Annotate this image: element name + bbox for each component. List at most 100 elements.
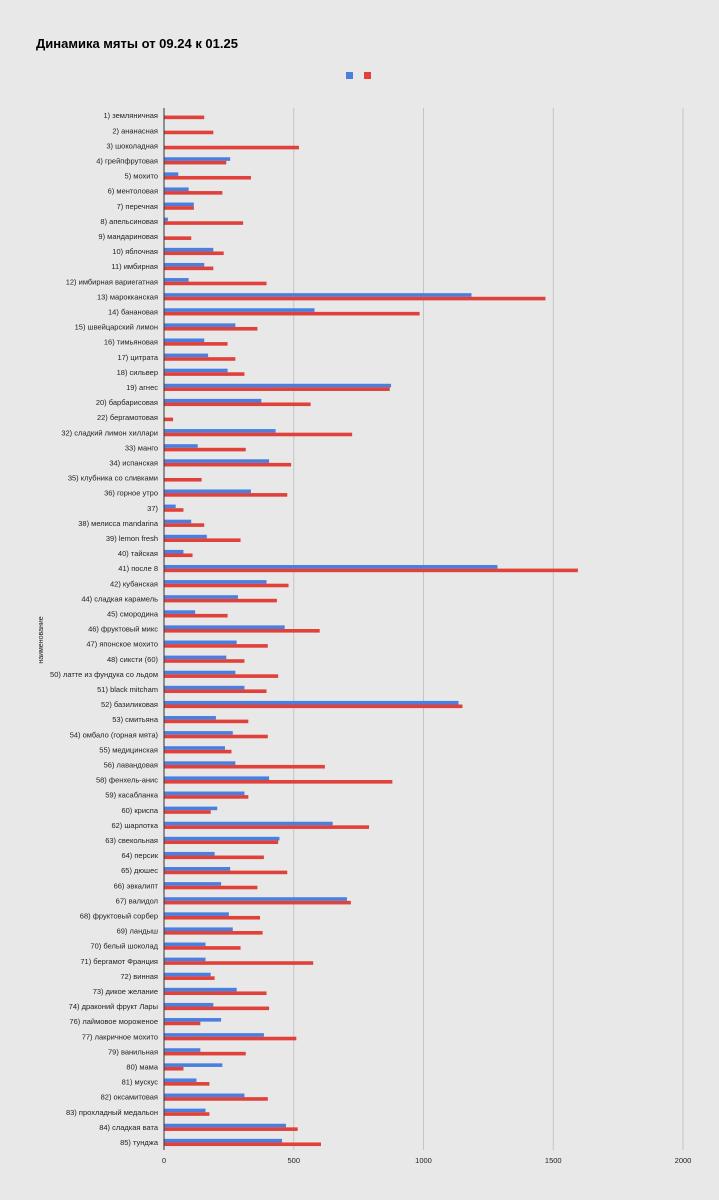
bar-series-2 [164, 961, 314, 965]
bar-series-2 [164, 764, 325, 769]
bar-series-1 [164, 383, 392, 388]
bar-series-1 [164, 685, 245, 690]
bar-series-1 [164, 1002, 214, 1007]
category-label: 85) тунджа [120, 1138, 159, 1147]
category-label: 58) фенхель-анис [96, 776, 158, 785]
bar-series-2 [164, 342, 228, 346]
bar-series-1 [164, 882, 222, 886]
category-label: 69) ландыш [117, 927, 158, 936]
category-label: 77) лакричное мохито [82, 1032, 158, 1041]
bar-series-1 [164, 957, 206, 962]
category-label: 82) оксамитовая [101, 1093, 158, 1102]
bar-series-2 [164, 915, 261, 920]
bar-series-2 [164, 598, 277, 603]
category-label: 38) мелисса mandarina [78, 519, 159, 528]
bar-series-1 [164, 927, 233, 932]
category-label: 46) фруктовый микс [88, 625, 158, 634]
category-label: 4) грейпфрутовая [96, 156, 158, 165]
bar-series-1 [164, 1063, 223, 1067]
category-label: 83) прохладный медальон [66, 1108, 158, 1117]
category-label: 45) смородина [107, 609, 159, 618]
bar-series-2 [164, 629, 320, 633]
bar-series-2 [164, 387, 390, 391]
bar-series-2 [164, 311, 420, 316]
bar-series-2 [164, 236, 192, 240]
bar-series-1 [164, 202, 194, 207]
x-tick-label: 500 [287, 1156, 300, 1165]
bar-series-1 [164, 1138, 283, 1143]
bar-series-2 [164, 538, 241, 542]
x-tick-label: 1000 [415, 1156, 432, 1165]
bar-series-1 [164, 580, 267, 584]
bar-series-2 [164, 659, 245, 663]
bar-series-1 [164, 308, 315, 312]
category-label: 76) лаймовое мороженое [69, 1017, 158, 1026]
bar-series-2 [164, 417, 174, 422]
bar-series-1 [164, 1048, 201, 1052]
category-label: 53) смитьяна [112, 715, 159, 724]
bar-series-1 [164, 247, 214, 252]
bar-series-2 [164, 357, 236, 361]
y-axis-label: наименование [38, 616, 45, 663]
bar-series-1 [164, 806, 218, 811]
bar-series-1 [164, 1033, 264, 1037]
category-label: 32) сладкий лимон хиллари [61, 428, 158, 437]
bar-series-2 [164, 1112, 210, 1116]
bar-series-2 [164, 568, 578, 573]
bar-series-2 [164, 1142, 321, 1147]
category-label: 64) персик [121, 851, 158, 860]
bar-series-2 [164, 251, 224, 256]
category-label: 5) мохито [125, 172, 158, 181]
bar-series-1 [164, 716, 216, 720]
bar-series-1 [164, 867, 231, 871]
bar-series-1 [164, 595, 238, 599]
category-label: 65) дюшес [121, 866, 158, 875]
category-label: 14) банановая [108, 307, 158, 316]
category-label: 52) базиликовая [101, 700, 158, 709]
category-label: 19) агнес [126, 383, 158, 392]
bar-series-1 [164, 459, 270, 463]
bar-series-2 [164, 145, 299, 150]
bar-series-1 [164, 987, 237, 992]
category-label: 47) японское мохито [86, 640, 158, 649]
bar-series-2 [164, 810, 211, 814]
bar-series-1 [164, 791, 245, 796]
category-label: 72) винная [120, 972, 158, 981]
bar-series-1 [164, 353, 209, 358]
category-label: 56) лавандовая [104, 761, 158, 770]
bar-series-2 [164, 855, 264, 860]
x-tick-labels: 0 500 1000 1500 2000 [162, 1156, 691, 1165]
category-label: 36) горное утро [104, 489, 158, 498]
bar-series-1 [164, 172, 179, 176]
category-label: 3) шоколадная [106, 141, 158, 150]
bar-series-2 [164, 976, 215, 980]
category-label: 79) ванильная [108, 1047, 158, 1056]
category-label: 20) барбарисовая [96, 398, 158, 407]
bar-series-1 [164, 821, 333, 826]
bar-series-1 [164, 851, 215, 856]
category-label: 8) апельсиновая [100, 217, 158, 226]
bar-series-1 [164, 776, 270, 781]
category-label: 71) бергамот Франция [80, 957, 158, 966]
bar-series-2 [164, 281, 267, 286]
bar-series-2 [164, 432, 353, 437]
category-label: 67) валидол [116, 896, 158, 905]
bar-series-2 [164, 191, 223, 195]
category-label: 81) мускус [122, 1078, 159, 1087]
category-label: 18) сильвер [117, 368, 158, 377]
bar-series-1 [164, 761, 236, 765]
x-tick-label: 1500 [545, 1156, 562, 1165]
bar-series-1 [164, 534, 207, 539]
category-label: 7) перечная [117, 202, 158, 211]
category-label: 16) тимьяновая [104, 338, 158, 347]
bar-series-2 [164, 326, 258, 331]
bar-series-2 [164, 462, 292, 467]
bar-series-2 [164, 477, 202, 482]
bar-series-2 [164, 221, 244, 225]
bar-series-2 [164, 946, 241, 950]
x-tick-label: 0 [162, 1156, 166, 1165]
bar-series-1 [164, 564, 498, 569]
bar-series-2 [164, 885, 258, 890]
category-label: 73) дикое желание [93, 987, 158, 996]
bar-series-2 [164, 1066, 184, 1071]
